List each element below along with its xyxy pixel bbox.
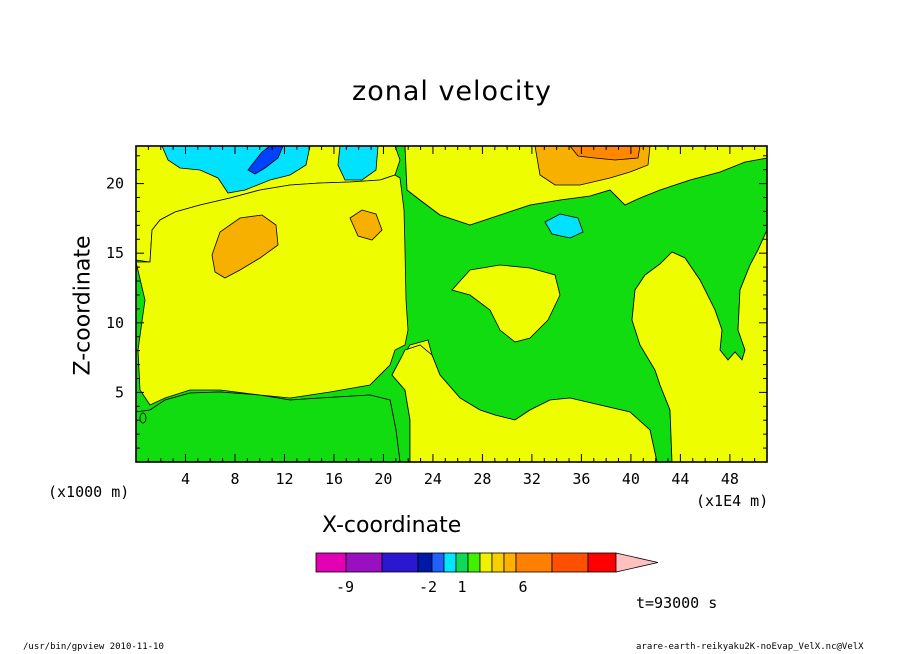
x-tick-label: 48 [721, 470, 739, 488]
x-tick-label: 32 [523, 470, 541, 488]
colorbar-segment [455, 552, 469, 573]
x-unit-note-right: (x1E4 m) [696, 492, 769, 510]
yellow-island-center [451, 264, 561, 343]
y-tick-label: 10 [106, 314, 124, 332]
colorbar-segment [443, 552, 457, 573]
green-speck [139, 412, 147, 424]
x-tick-label: 20 [374, 470, 392, 488]
x-tick-label: 28 [473, 470, 491, 488]
colorbar-segment [467, 552, 481, 573]
yellow-region-lower-mid [391, 344, 658, 462]
yellow-region-right [631, 229, 767, 462]
colorbar-segment [491, 552, 505, 573]
orange-strong-top [569, 146, 641, 161]
y-tick-labels: 5 10 15 20 [106, 175, 124, 402]
chart-title: zonal velocity [352, 76, 552, 107]
colorbar-segment [503, 552, 517, 573]
colorbar-segment [479, 552, 493, 573]
colorbar [315, 552, 659, 573]
colorbar-segment [315, 552, 347, 573]
plot-frame [135, 145, 768, 463]
x-unit-note-left: (x1000 m) [48, 483, 130, 501]
x-tick-label: 16 [325, 470, 343, 488]
footer-left: /usr/bin/gpview 2010-11-10 [23, 642, 164, 652]
colorbar-segment [381, 552, 419, 573]
x-tick-label: 4 [181, 470, 190, 488]
colorbar-label: -2 [419, 578, 437, 596]
plot-area [136, 146, 767, 462]
footer-right: arare-earth-reikyaku2K-noEvap_VelX.nc@Ve… [636, 642, 864, 652]
yellow-band-upper-right [404, 146, 767, 226]
y-tick-label: 20 [106, 175, 124, 193]
colorbar-segment [431, 552, 445, 573]
colorbar-segment [345, 552, 383, 573]
colorbar-segment [417, 552, 433, 573]
y-ticks [136, 155, 767, 449]
x-tick-label: 36 [572, 470, 590, 488]
colorbar-label: 6 [518, 578, 527, 596]
colorbar-label: 1 [457, 578, 466, 596]
y-axis-label: Z-coordinate [70, 235, 96, 376]
blue-blob-top [247, 146, 284, 175]
y-tick-label: 5 [115, 383, 124, 401]
x-tick-label: 24 [424, 470, 442, 488]
colorbar-labels: -9 -2 1 6 [336, 578, 528, 596]
colorbar-label: -9 [336, 578, 354, 596]
x-tick-label: 12 [275, 470, 293, 488]
colorbar-segment [551, 552, 589, 573]
x-axis-label: X-coordinate [322, 513, 462, 538]
x-tick-label: 8 [230, 470, 239, 488]
colorbar-segment [587, 552, 617, 573]
x-tick-label: 44 [671, 470, 689, 488]
green-region-bottom-left [136, 391, 401, 462]
cyan-blob-top-mid [337, 146, 379, 181]
orange-blob-mid [349, 209, 383, 241]
cyan-blob-right [544, 213, 584, 239]
y-tick-label: 15 [106, 244, 124, 262]
orange-blob-left [211, 214, 279, 279]
yellow-region-left [136, 174, 409, 406]
colorbar-arrow [615, 552, 659, 573]
x-tick-label: 40 [622, 470, 640, 488]
time-label: t=93000 s [636, 594, 718, 612]
colorbar-segment [515, 552, 553, 573]
x-tick-labels: 4 8 12 16 20 24 28 32 36 40 44 48 [181, 470, 739, 488]
x-ticks [147, 146, 756, 462]
